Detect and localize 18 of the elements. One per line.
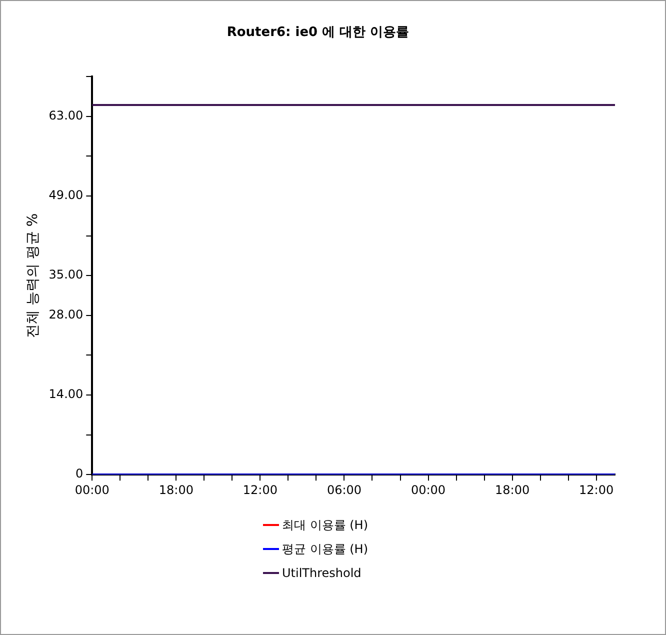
y-tick-label: 63.00 bbox=[48, 108, 84, 123]
x-tick-label: 00:00 bbox=[74, 482, 110, 497]
y-tick-label: 49.00 bbox=[48, 188, 84, 202]
y-tick-label: 14.00 bbox=[48, 387, 84, 402]
y-tick-label: 0 bbox=[76, 466, 84, 481]
x-tick-label: 18:00 bbox=[158, 482, 194, 497]
legend-label: 최대 이용률 (H) bbox=[282, 516, 368, 534]
legend-label: UtilThreshold bbox=[282, 566, 362, 580]
y-tick-label: 35.00 bbox=[48, 268, 84, 282]
chart-title: Router6: ie0 에 대한 이용률 bbox=[226, 25, 410, 40]
x-tick-label: 18:00 bbox=[495, 482, 530, 497]
y-axis-title: 전체 능력의 평균 % bbox=[25, 213, 42, 338]
x-tick-label: 12:00 bbox=[242, 482, 278, 497]
y-tick-label: 28.00 bbox=[48, 308, 84, 322]
legend-label: 평균 이용률 (H) bbox=[282, 540, 368, 558]
x-tick-label: 00:00 bbox=[410, 482, 446, 497]
x-tick-label: 12:00 bbox=[579, 482, 614, 497]
x-tick-label: 06:00 bbox=[326, 482, 362, 497]
